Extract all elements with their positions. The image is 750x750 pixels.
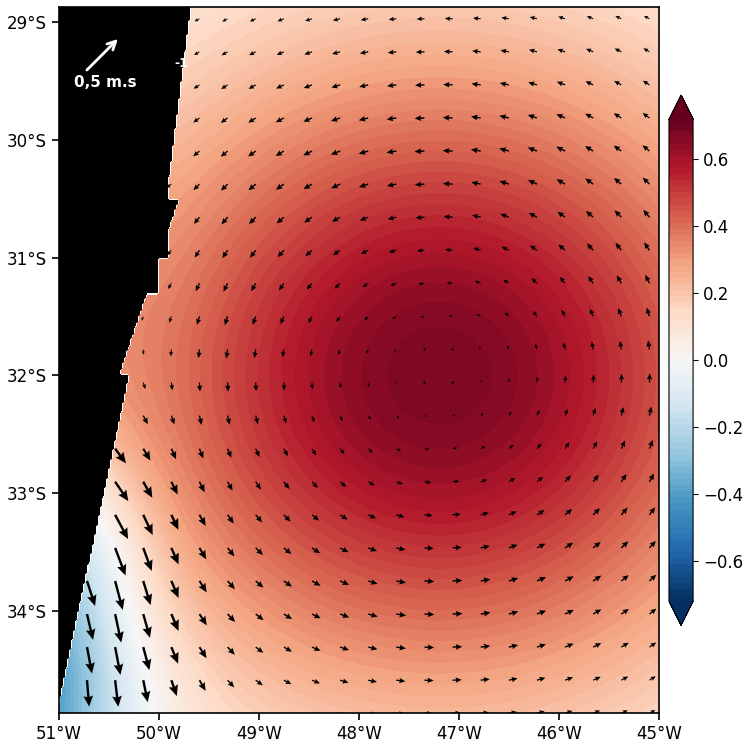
Text: -1: -1 — [174, 57, 188, 70]
PathPatch shape — [669, 95, 693, 119]
PathPatch shape — [669, 601, 693, 625]
Text: 0,5 m.s: 0,5 m.s — [74, 75, 136, 90]
